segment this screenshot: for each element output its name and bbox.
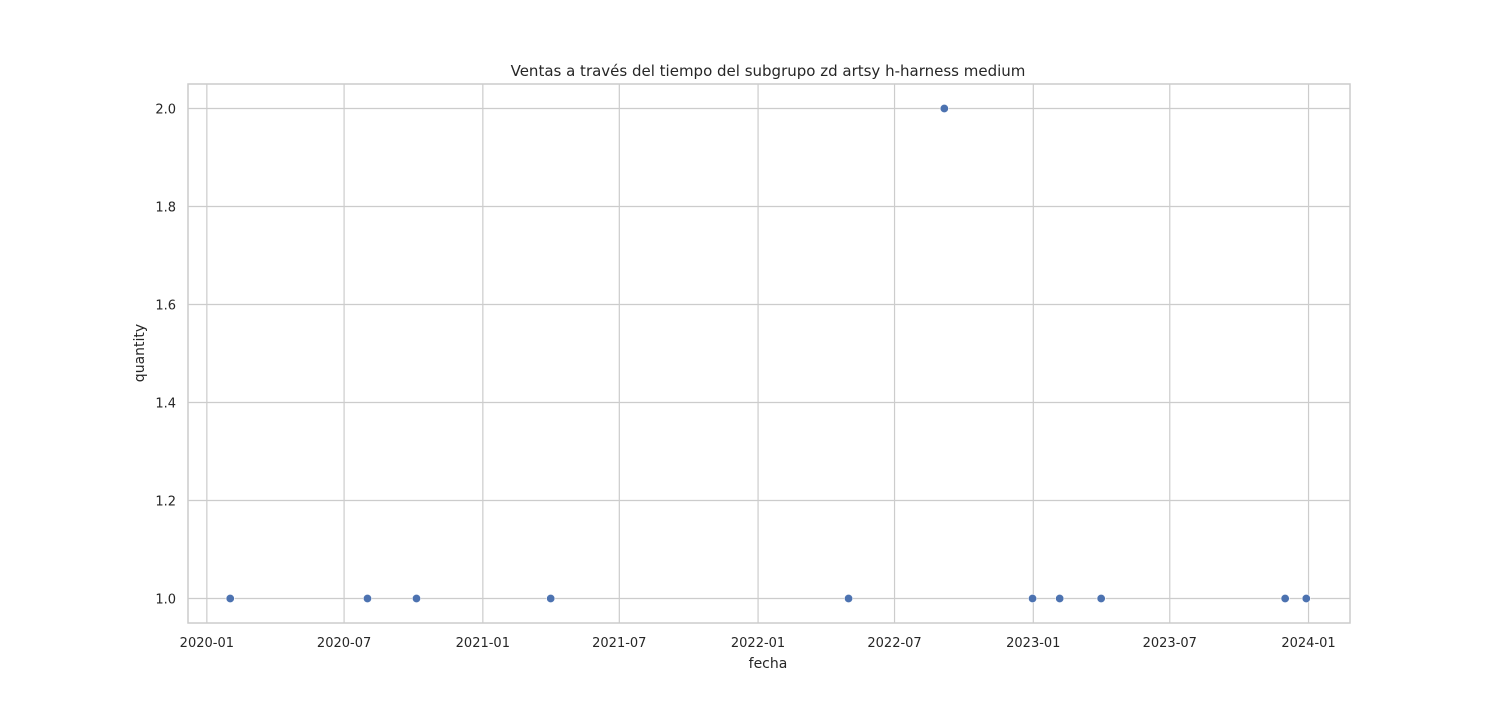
y-axis-label: quantity [132, 324, 148, 382]
x-tick-label: 2023-01 [1006, 636, 1060, 651]
y-tick-label: 1.4 [155, 397, 176, 412]
y-tick-label: 1.8 [155, 201, 176, 216]
x-tick-label: 2023-07 [1143, 636, 1197, 651]
data-point [546, 593, 556, 603]
x-tick-label: 2021-07 [592, 636, 646, 651]
y-tick-label: 1.6 [155, 299, 176, 314]
data-point [225, 593, 235, 603]
x-tick-label: 2022-01 [731, 636, 785, 651]
x-tick-labels: 2020-01 2020-07 2021-01 2021-07 2022-01 2022-… [180, 636, 1336, 651]
x-tick-label: 2020-01 [180, 636, 234, 651]
data-point [1055, 593, 1065, 603]
x-axis-label: fecha [749, 656, 788, 672]
y-tick-label: 1.2 [155, 495, 176, 510]
data-points [225, 104, 1311, 603]
plot-area-border [187, 83, 1351, 624]
data-point [844, 593, 854, 603]
y-tick-label: 2.0 [155, 103, 176, 118]
x-tick-label: 2020-07 [317, 636, 371, 651]
data-point [1301, 593, 1311, 603]
data-point [362, 593, 372, 603]
data-point [939, 104, 949, 114]
y-tick-labels: 1.0 1.2 1.4 1.6 1.8 2.0 [155, 103, 176, 608]
x-tick-label: 2022-07 [867, 636, 921, 651]
chart-title: Ventas a través del tiempo del subgrupo … [511, 62, 1026, 80]
data-point [411, 593, 421, 603]
grid [188, 84, 1350, 623]
x-tick-label: 2021-01 [456, 636, 510, 651]
y-tick-label: 1.0 [155, 593, 176, 608]
data-point [1096, 593, 1106, 603]
x-tick-label: 2024-01 [1281, 636, 1335, 651]
axes-frame [187, 83, 1351, 624]
data-point [1028, 593, 1038, 603]
data-point [1280, 593, 1290, 603]
